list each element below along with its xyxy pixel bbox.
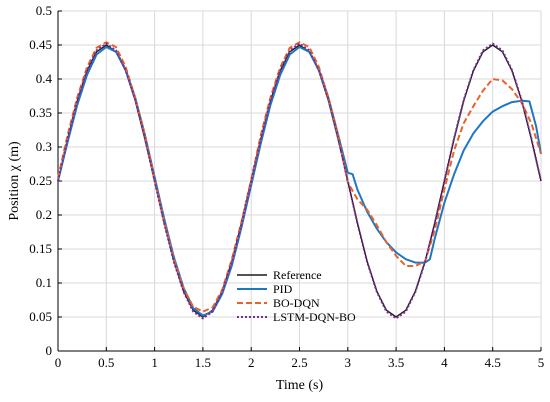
x-tick-label: 4.5 [485,355,501,370]
y-tick-label: 0.25 [29,173,52,188]
legend-label: Reference [273,268,322,282]
y-tick-label: 0.05 [29,309,52,324]
axes: 0 0.5 1 1.5 2 2.5 3 3.5 4 4.5 5 0 0.05 0.1 0.15 0.2 0.25… [29,3,544,370]
x-tick-label: 4 [441,355,448,370]
x-tick-label: 5 [538,355,545,370]
x-tick-label: 3.5 [388,355,404,370]
y-tick-label: 0.4 [36,71,53,86]
x-tick-label: 2 [248,355,255,370]
legend-label: BO-DQN [273,296,320,310]
series-layer [57,41,542,320]
y-tick-label: 0.15 [29,241,52,256]
y-tick-label: 0.5 [36,3,52,18]
x-tick-label: 2.5 [291,355,307,370]
y-axis-label: Position χ (m) [7,141,22,221]
x-tick-label: 1.5 [195,355,211,370]
x-tick-label: 0 [55,355,62,370]
x-tick-label: 0.5 [98,355,114,370]
legend-label: LSTM-DQN-BO [273,310,356,324]
y-tick-label: 0.45 [29,37,52,52]
series-line-lstm-dqn-bo [57,42,542,320]
x-tick-label: 1 [151,355,158,370]
y-tick-label: 0.1 [36,275,52,290]
y-tick-label: 0.2 [36,207,52,222]
y-tick-label: 0.35 [29,105,52,120]
y-tick-label: 0.3 [36,139,52,154]
y-tick-label: 0 [46,343,53,358]
legend-label: PID [273,282,293,296]
x-tick-label: 3 [345,355,352,370]
x-axis-label: Time (s) [276,378,324,393]
